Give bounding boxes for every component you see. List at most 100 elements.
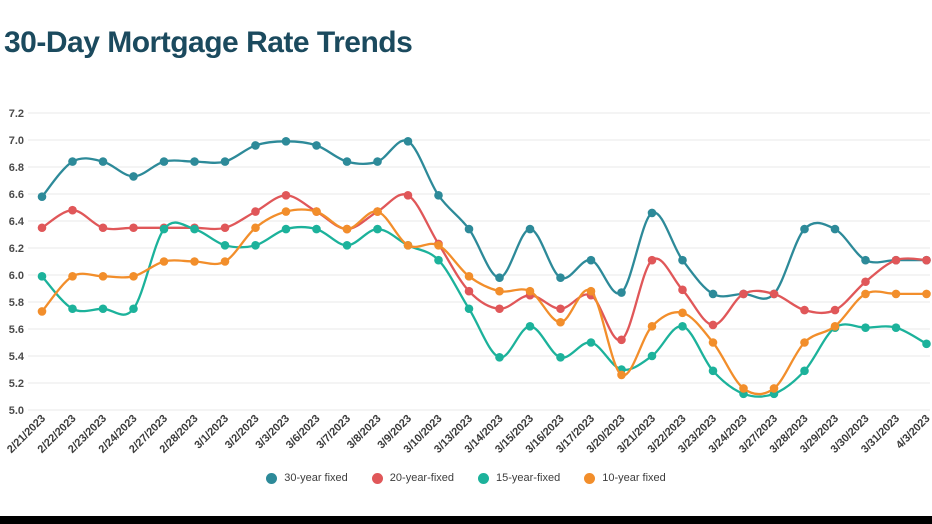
data-point[interactable]: [464, 224, 474, 234]
data-point[interactable]: [495, 353, 504, 362]
data-point[interactable]: [68, 157, 77, 166]
data-point[interactable]: [495, 304, 504, 314]
data-point[interactable]: [342, 224, 352, 234]
data-point[interactable]: [37, 272, 47, 281]
data-point[interactable]: [891, 255, 901, 265]
data-point[interactable]: [251, 141, 260, 150]
data-point[interactable]: [312, 224, 321, 234]
data-point[interactable]: [434, 241, 443, 250]
data-point[interactable]: [678, 308, 687, 318]
data-point[interactable]: [647, 322, 657, 331]
data-point[interactable]: [129, 172, 138, 181]
data-point[interactable]: [556, 353, 565, 362]
data-point[interactable]: [159, 157, 169, 166]
data-point[interactable]: [861, 323, 870, 332]
data-point[interactable]: [68, 205, 77, 215]
data-point[interactable]: [708, 366, 718, 376]
data-point[interactable]: [68, 304, 77, 314]
data-point[interactable]: [647, 208, 657, 218]
data-point[interactable]: [220, 257, 230, 266]
data-point[interactable]: [556, 273, 565, 283]
data-point[interactable]: [647, 255, 657, 265]
data-point[interactable]: [312, 141, 321, 150]
data-point[interactable]: [281, 207, 291, 216]
data-point[interactable]: [586, 255, 596, 265]
data-point[interactable]: [281, 224, 291, 234]
data-point[interactable]: [373, 224, 382, 234]
data-point[interactable]: [800, 305, 809, 315]
data-point[interactable]: [251, 223, 260, 233]
data-point[interactable]: [190, 157, 199, 166]
data-point[interactable]: [617, 335, 626, 345]
legend-item-20-year-fixed[interactable]: 20-year-fixed: [371, 472, 454, 484]
legend-item-15-year-fixed[interactable]: 15-year-fixed: [478, 472, 560, 484]
data-point[interactable]: [495, 286, 504, 296]
data-point[interactable]: [556, 317, 565, 327]
data-point[interactable]: [159, 224, 169, 234]
data-point[interactable]: [861, 255, 870, 265]
data-point[interactable]: [678, 322, 687, 331]
data-point[interactable]: [342, 241, 352, 250]
data-point[interactable]: [220, 223, 230, 233]
data-point[interactable]: [251, 241, 260, 250]
data-point[interactable]: [556, 304, 565, 314]
data-point[interactable]: [586, 286, 596, 296]
data-point[interactable]: [464, 272, 474, 281]
data-point[interactable]: [220, 241, 230, 250]
data-point[interactable]: [861, 289, 870, 299]
data-point[interactable]: [525, 286, 535, 296]
data-point[interactable]: [739, 384, 748, 393]
data-point[interactable]: [922, 289, 931, 299]
data-point[interactable]: [373, 207, 382, 216]
data-point[interactable]: [586, 338, 596, 347]
legend-item-10-year-fixed[interactable]: 10-year fixed: [584, 472, 666, 484]
data-point[interactable]: [800, 366, 809, 376]
data-point[interactable]: [98, 157, 108, 166]
data-point[interactable]: [800, 338, 809, 347]
data-point[interactable]: [403, 191, 413, 200]
data-point[interactable]: [922, 339, 931, 349]
data-point[interactable]: [37, 307, 47, 316]
data-point[interactable]: [129, 304, 138, 314]
data-point[interactable]: [769, 289, 779, 299]
data-point[interactable]: [708, 338, 718, 347]
data-point[interactable]: [708, 289, 718, 299]
data-point[interactable]: [647, 351, 657, 361]
data-point[interactable]: [434, 191, 443, 200]
data-point[interactable]: [800, 224, 809, 234]
data-point[interactable]: [68, 272, 77, 281]
data-point[interactable]: [708, 320, 718, 330]
data-point[interactable]: [159, 257, 169, 266]
data-point[interactable]: [129, 272, 138, 281]
data-point[interactable]: [98, 304, 108, 314]
data-point[interactable]: [129, 223, 138, 233]
data-point[interactable]: [98, 223, 108, 233]
data-point[interactable]: [190, 224, 199, 234]
data-point[interactable]: [98, 272, 108, 281]
data-point[interactable]: [617, 288, 626, 297]
data-point[interactable]: [342, 157, 352, 166]
data-point[interactable]: [37, 223, 47, 233]
data-point[interactable]: [251, 207, 260, 216]
data-point[interactable]: [403, 137, 413, 146]
data-point[interactable]: [220, 157, 230, 166]
data-point[interactable]: [891, 323, 901, 332]
data-point[interactable]: [617, 370, 626, 380]
data-point[interactable]: [739, 289, 748, 299]
data-point[interactable]: [830, 305, 840, 315]
data-point[interactable]: [281, 191, 291, 200]
data-point[interactable]: [495, 273, 504, 283]
data-point[interactable]: [525, 322, 535, 331]
data-point[interactable]: [403, 241, 413, 250]
data-point[interactable]: [830, 322, 840, 331]
data-point[interactable]: [525, 224, 535, 234]
data-point[interactable]: [678, 285, 687, 295]
legend-item-30-year-fixed[interactable]: 30-year fixed: [266, 472, 348, 484]
data-point[interactable]: [373, 157, 382, 166]
data-point[interactable]: [190, 257, 199, 266]
data-point[interactable]: [769, 384, 779, 393]
data-point[interactable]: [281, 137, 291, 146]
data-point[interactable]: [830, 224, 840, 234]
data-point[interactable]: [37, 192, 47, 201]
data-point[interactable]: [312, 207, 321, 216]
